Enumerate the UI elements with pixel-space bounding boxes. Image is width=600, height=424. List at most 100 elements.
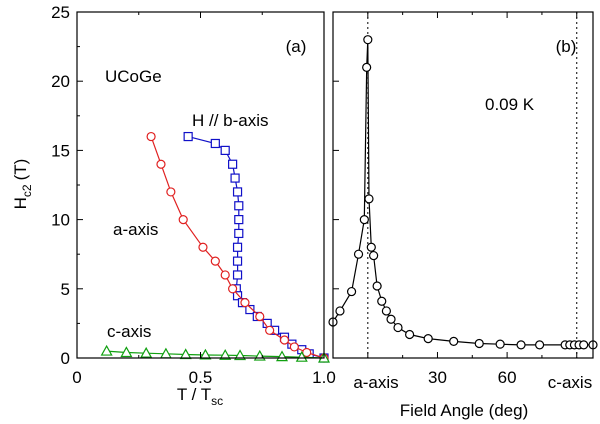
x-tick-label: 0: [72, 368, 81, 387]
y-tick-label: 25: [51, 3, 70, 22]
data-point: [372, 281, 382, 291]
data-point: [234, 201, 244, 211]
data-point: [369, 250, 379, 261]
data-point: [232, 187, 243, 197]
data-point: [183, 131, 193, 142]
data-point: [265, 325, 275, 335]
c-axis-bottom-label: c-axis: [548, 373, 592, 392]
series-label-c-axis: c-axis: [107, 322, 151, 341]
data-point: [199, 348, 212, 360]
sample-label: UCoGe: [105, 67, 162, 86]
data-point: [579, 340, 589, 350]
y-tick-label: 15: [51, 141, 70, 160]
panel-b: 30 60 (b) 0.09 K a-axis c-axis Field Angl…: [328, 11, 598, 420]
panel-a-frame: [76, 11, 325, 359]
data-point: [210, 138, 220, 149]
data-point: [362, 62, 372, 72]
y-axis-label: Hc2 (T): [11, 159, 34, 210]
data-point: [156, 159, 166, 169]
y-axis-label-unit: (T): [11, 159, 30, 181]
data-point: [228, 159, 238, 169]
x-tick-label: 30: [428, 368, 447, 387]
data-point: [228, 284, 238, 294]
series-label-a-axis: a-axis: [113, 220, 158, 239]
panel-a-label: (a): [286, 37, 307, 56]
data-point: [516, 340, 526, 350]
data-point: [405, 329, 415, 340]
data-point: [240, 298, 250, 308]
x-tick-label: 60: [498, 368, 517, 387]
data-point: [120, 346, 133, 358]
x-axis-label-a: T / Tsc: [177, 385, 223, 408]
data-point: [302, 347, 312, 358]
temperature-label: 0.09 K: [485, 95, 535, 114]
panel-a-series: [100, 131, 331, 363]
data-point: [234, 215, 244, 225]
x-tick-label: 0.5: [189, 368, 213, 387]
panel-b-label: (b): [556, 37, 577, 56]
a-axis-bottom-label: a-axis: [353, 373, 398, 392]
data-point: [234, 228, 244, 239]
data-point: [232, 291, 243, 301]
y-axis-label-main: H: [11, 197, 30, 209]
data-point: [423, 334, 433, 344]
data-point: [220, 270, 230, 280]
y-tick-label: 10: [51, 211, 70, 230]
y-tick-label: 20: [51, 72, 70, 91]
data-point: [140, 346, 153, 358]
data-point: [232, 242, 243, 252]
x-axis-label-b: Field Angle (deg): [400, 401, 529, 420]
x-tick-label: 1.0: [312, 368, 336, 387]
panel-a-y-ticks: 0 5 10 15 20 25: [51, 3, 83, 368]
data-point: [232, 256, 243, 266]
data-point: [166, 187, 176, 197]
data-point: [381, 306, 391, 316]
data-point: [230, 173, 240, 183]
panel-a-x-ticks: 0 0.5 1.0: [72, 12, 336, 387]
series-line: [188, 136, 325, 359]
panel-b-y-ticks: [333, 11, 339, 359]
data-point: [346, 286, 357, 297]
data-point: [393, 322, 403, 333]
data-point: [146, 131, 156, 142]
data-point: [335, 306, 345, 316]
data-point: [449, 336, 459, 346]
data-point: [279, 335, 290, 345]
data-point: [377, 296, 387, 306]
data-point: [535, 340, 545, 350]
data-point: [364, 194, 374, 204]
data-point: [232, 270, 243, 280]
data-point: [474, 338, 484, 349]
panel-b-series: [328, 35, 598, 350]
data-point: [219, 348, 232, 360]
y-axis-label-sub: c2: [20, 184, 34, 197]
data-point: [100, 344, 113, 356]
data-point: [363, 35, 373, 45]
data-point: [198, 242, 208, 252]
x-axis-label-a-main: T / T: [177, 385, 211, 404]
data-point: [295, 350, 308, 362]
data-point: [495, 339, 505, 349]
data-point: [359, 215, 369, 225]
data-point: [220, 145, 230, 155]
series-line: [332, 39, 593, 346]
data-point: [366, 242, 376, 252]
panel-a: 0 0.5 1.0 0 5 10 15 20 25 (a) UCoGe H // b-axis…: [11, 3, 336, 408]
data-point: [353, 249, 364, 259]
panel-b-x-ticks: 30 60: [332, 12, 578, 387]
data-point: [289, 342, 299, 352]
data-point: [178, 215, 188, 225]
y-tick-label: 5: [61, 280, 70, 299]
series-field-angle: [328, 35, 598, 350]
x-axis-label-a-sub: sc: [211, 394, 223, 408]
panel-b-reference-lines: [367, 12, 578, 358]
data-point: [210, 256, 220, 266]
data-point: [234, 349, 247, 361]
data-point: [255, 311, 265, 322]
y-tick-label: 0: [61, 349, 70, 368]
panel-b-frame: [332, 11, 594, 359]
data-point: [245, 304, 255, 315]
data-point: [386, 314, 396, 324]
series-label-b-axis: H // b-axis: [192, 111, 269, 130]
